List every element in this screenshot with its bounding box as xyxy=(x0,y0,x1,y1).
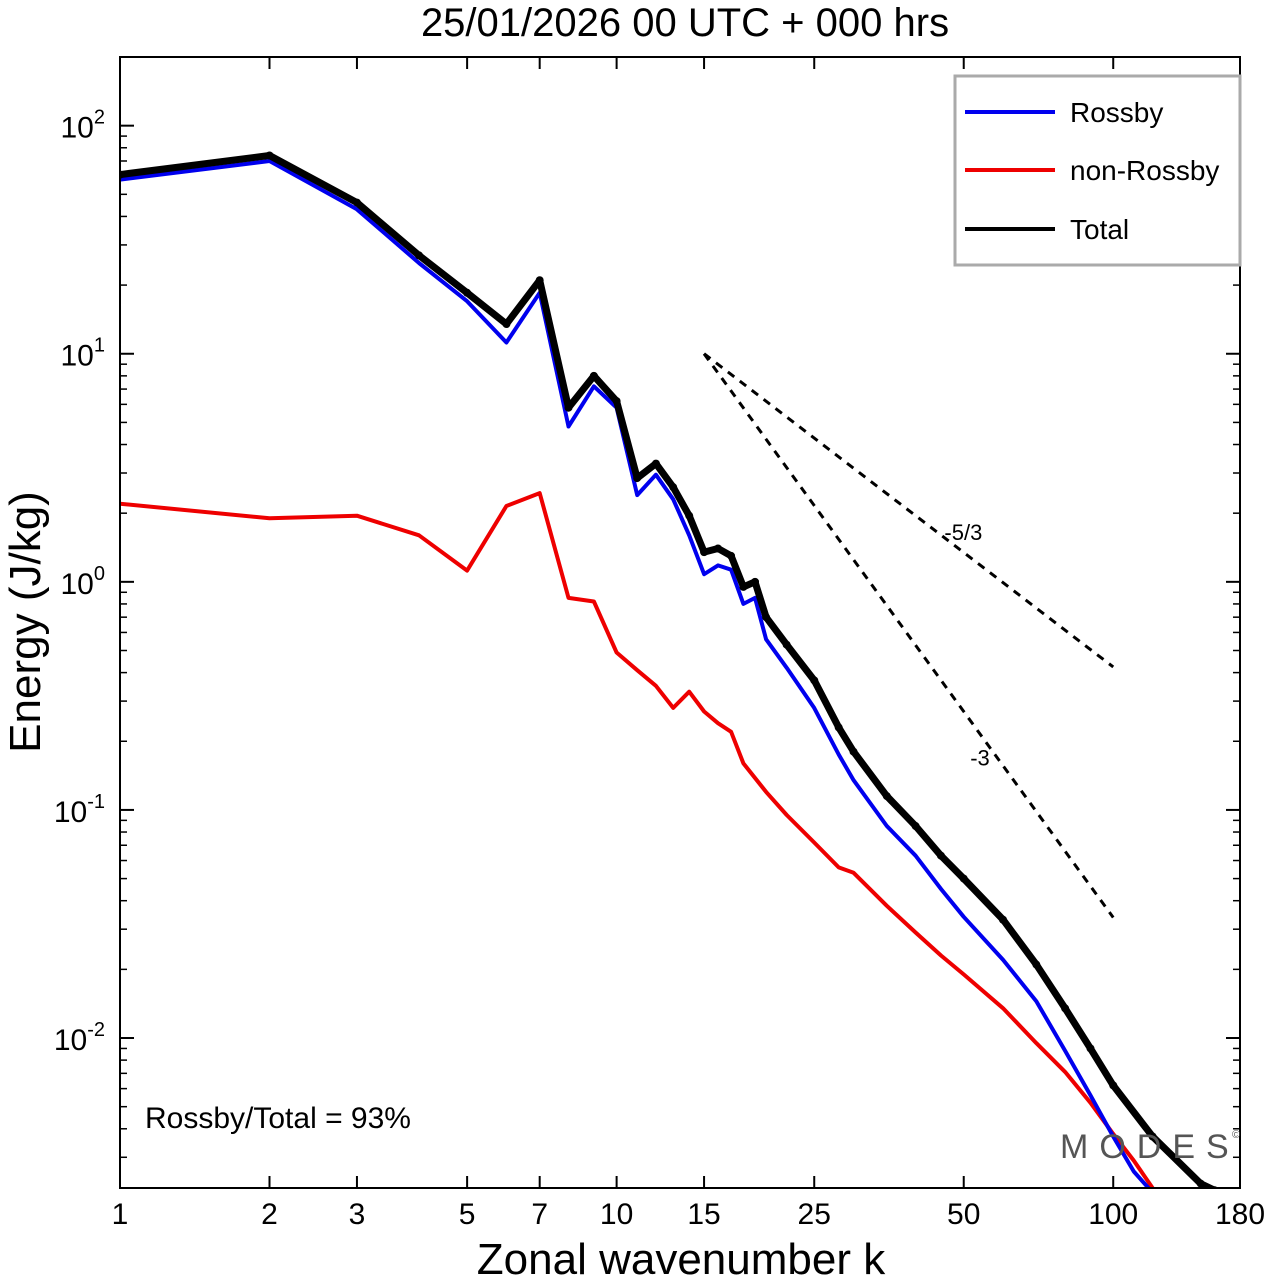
reference-slopes: -5/3 -3 xyxy=(702,352,1115,919)
series-point-total xyxy=(502,320,511,329)
series-point-total xyxy=(352,198,361,207)
legend-label-non-rossby: non-Rossby xyxy=(1070,155,1219,186)
y-tick-label: 10-2 xyxy=(54,1019,105,1057)
reference-slope-line xyxy=(703,352,1115,669)
series-point-total xyxy=(564,403,573,412)
series-point-total xyxy=(633,474,642,483)
series-point-total xyxy=(589,371,598,380)
series-point-total xyxy=(834,723,843,732)
series-point-total xyxy=(911,822,920,831)
series-point-total xyxy=(651,459,660,468)
series-point-total xyxy=(1032,960,1041,969)
data-series xyxy=(120,151,1218,1188)
series-point-total xyxy=(882,792,891,801)
series-point-total xyxy=(1148,1132,1157,1141)
x-tick-label: 100 xyxy=(1088,1198,1138,1231)
y-tick-label: 101 xyxy=(61,335,106,373)
series-point-total xyxy=(751,577,760,586)
x-tick-label: 1 xyxy=(112,1198,129,1231)
series-line-non-rossby xyxy=(120,491,1155,1188)
series-line-total xyxy=(120,152,1218,1188)
y-tick-label: 100 xyxy=(61,563,106,601)
rossby-ratio-annotation: Rossby/Total = 93% xyxy=(145,1102,411,1135)
x-tick-label: 10 xyxy=(600,1198,633,1231)
series-point-total xyxy=(685,511,694,520)
legend-label-rossby: Rossby xyxy=(1070,97,1163,128)
series-line-rossby xyxy=(120,159,1152,1188)
x-axis-label: Zonal wavenumber k xyxy=(477,1235,886,1281)
series-point-total xyxy=(669,483,678,492)
legend-label-total: Total xyxy=(1070,214,1129,245)
series-point-total xyxy=(265,151,274,160)
y-tick-label: 102 xyxy=(61,107,106,145)
x-tick-label: 7 xyxy=(531,1198,548,1231)
plot-frame xyxy=(119,56,1241,1189)
series-point-total xyxy=(1196,1179,1205,1188)
series-point-total xyxy=(810,676,819,685)
x-tick-label: 180 xyxy=(1215,1198,1265,1231)
chart-title: 25/01/2026 00 UTC + 000 hrs xyxy=(421,1,949,45)
y-axis-label: Energy (J/kg) xyxy=(1,491,50,753)
x-tick-label: 25 xyxy=(798,1198,831,1231)
modes-watermark: MODES xyxy=(1060,1128,1240,1166)
series-point-total xyxy=(1109,1081,1118,1090)
x-tick-label: 3 xyxy=(349,1198,366,1231)
x-tick-label: 50 xyxy=(947,1198,980,1231)
series-point-total xyxy=(937,851,946,860)
series-point-total xyxy=(727,551,736,560)
series-point-total xyxy=(782,640,791,649)
series-point-total xyxy=(535,276,544,285)
series-point-total xyxy=(713,544,722,553)
series-point-total xyxy=(999,915,1008,924)
series-point-total xyxy=(1086,1044,1095,1053)
series-point-total xyxy=(849,747,858,756)
legend: Rossby non-Rossby Total xyxy=(953,74,1242,267)
series-point-total xyxy=(700,548,709,557)
y-tick-label: 10-1 xyxy=(54,791,105,829)
copyright-mark: © xyxy=(1232,1129,1240,1141)
reference-slope-label: -3 xyxy=(970,745,990,770)
series-point-total xyxy=(414,251,423,260)
reference-slope-label: -5/3 xyxy=(944,520,982,545)
series-point-total xyxy=(612,397,621,406)
series-point-total xyxy=(463,288,472,297)
x-tick-label: 2 xyxy=(261,1198,278,1231)
reference-slope-line xyxy=(702,352,1115,919)
x-tick-label: 5 xyxy=(459,1198,476,1231)
series-point-total xyxy=(1061,1004,1070,1013)
series-point-total xyxy=(762,613,771,622)
x-tick-label: 15 xyxy=(687,1198,720,1231)
series-point-total xyxy=(739,582,748,591)
axes: 1 2 3 5 7 10 15 25 50 100 180 102 101 100 10-1 10-2 xyxy=(54,56,1265,1231)
series-point-total xyxy=(959,874,968,883)
